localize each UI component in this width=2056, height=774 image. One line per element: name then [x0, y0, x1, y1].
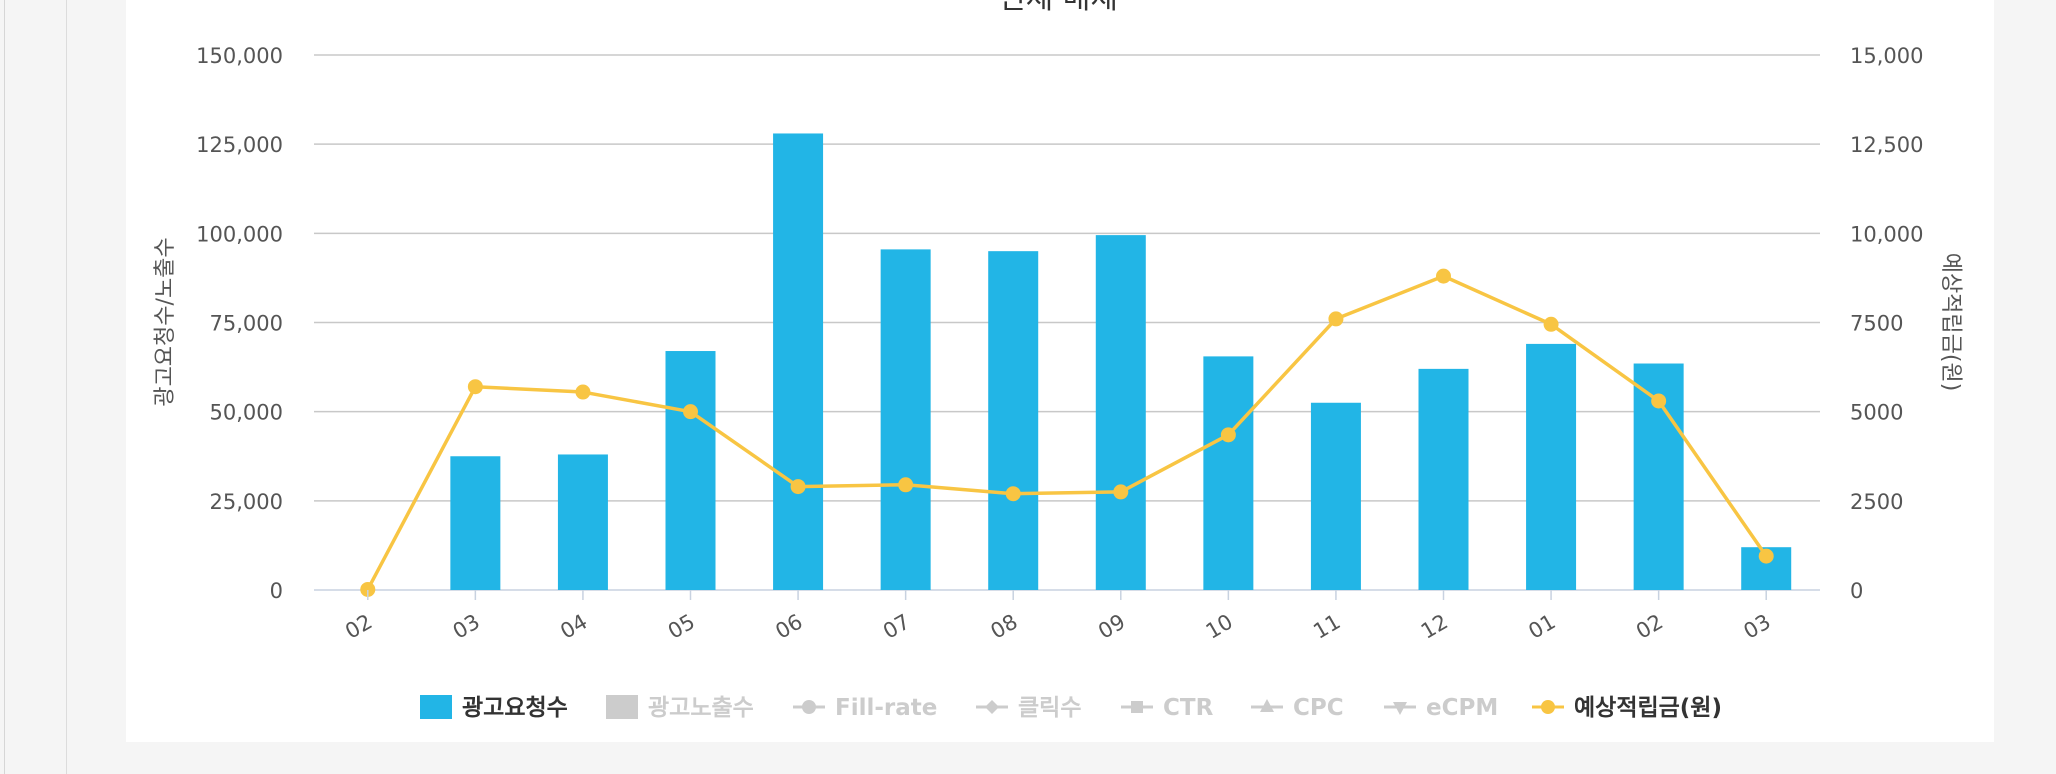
line-point[interactable] — [898, 477, 914, 493]
legend-marker — [802, 700, 816, 714]
line-point[interactable] — [1328, 311, 1344, 327]
line-layer — [360, 268, 1774, 597]
bar[interactable] — [988, 251, 1039, 590]
legend-marker — [1131, 701, 1143, 713]
legend-item[interactable]: eCPM — [1384, 695, 1498, 721]
legend-swatch — [420, 695, 452, 719]
line-point[interactable] — [1543, 316, 1559, 332]
right-axis-label: 예상적립금(원) — [1938, 253, 1963, 392]
x-tick-label: 01 — [1524, 610, 1559, 644]
left-tick-label: 50,000 — [210, 401, 283, 425]
x-tick-label: 04 — [556, 610, 591, 644]
line-point[interactable] — [360, 581, 376, 597]
legend: 광고요청수 광고노출수 Fill-rate 클릭수 CTR CPC eCPM 예상적립금(원) — [420, 695, 1722, 721]
outer-border — [4, 0, 5, 774]
x-tick-label: 02 — [341, 610, 376, 644]
left-tick-label: 0 — [270, 579, 283, 603]
line-point[interactable] — [1651, 393, 1667, 409]
legend-label: CTR — [1163, 695, 1214, 721]
x-tick-label: 12 — [1417, 610, 1452, 644]
right-tick-label: 12,500 — [1850, 133, 1923, 157]
line-point[interactable] — [575, 384, 591, 400]
legend-label: 광고요청수 — [462, 695, 568, 721]
x-tick-label: 02 — [1632, 610, 1667, 644]
line-point[interactable] — [1113, 484, 1129, 500]
line-point[interactable] — [1005, 486, 1021, 502]
grid-layer — [314, 54, 1820, 591]
line-point[interactable] — [467, 379, 483, 395]
x-tick-label: 03 — [1740, 610, 1775, 644]
legend-marker — [1541, 700, 1555, 714]
bar-layer — [450, 133, 1792, 590]
legend-item[interactable]: 예상적립금(원) — [1532, 695, 1722, 721]
legend-label: CPC — [1293, 695, 1344, 721]
bar[interactable] — [665, 351, 716, 590]
line-point[interactable] — [790, 479, 806, 495]
legend-label: 예상적립금(원) — [1574, 695, 1722, 721]
legend-marker — [1393, 702, 1407, 715]
series-line — [366, 274, 1768, 591]
x-tick-label: 06 — [771, 610, 806, 644]
right-tick-label: 0 — [1850, 579, 1863, 603]
x-tick-label: 09 — [1094, 610, 1129, 644]
bar[interactable] — [1526, 343, 1577, 590]
right-tick-label: 10,000 — [1850, 222, 1923, 246]
inner-border — [66, 0, 67, 774]
line-point[interactable] — [1220, 427, 1236, 443]
left-axis-label: 광고요청수/노출수 — [153, 237, 178, 406]
legend-swatch — [606, 695, 638, 719]
legend-item[interactable]: CTR — [1121, 695, 1214, 721]
line-point[interactable] — [683, 404, 698, 420]
bar[interactable] — [773, 133, 824, 590]
legend-item[interactable]: 클릭수 — [976, 695, 1081, 721]
bar[interactable] — [1095, 235, 1146, 590]
right-tick-label: 5000 — [1850, 401, 1903, 425]
left-tick-label: 75,000 — [210, 312, 283, 336]
x-tick-label: 11 — [1309, 610, 1344, 644]
x-tick-label: 10 — [1202, 610, 1237, 644]
x-tick-label: 08 — [987, 610, 1022, 644]
right-tick-label: 7500 — [1850, 312, 1903, 336]
bar[interactable] — [557, 454, 608, 590]
legend-label: 광고노출수 — [648, 695, 754, 721]
bar[interactable] — [880, 249, 931, 590]
left-tick-label: 25,000 — [210, 490, 283, 514]
x-tick-label: 03 — [449, 610, 484, 644]
right-tick-label: 2500 — [1850, 490, 1903, 514]
legend-label: 클릭수 — [1018, 695, 1081, 721]
legend-item[interactable]: 광고요청수 — [420, 695, 568, 721]
x-tick-label: 07 — [879, 610, 914, 644]
legend-item[interactable]: 광고노출수 — [606, 695, 754, 721]
legend-item[interactable]: Fill-rate — [793, 695, 937, 721]
left-tick-label: 100,000 — [196, 222, 283, 246]
line-point[interactable] — [1758, 548, 1774, 564]
x-tick-label: 05 — [664, 610, 699, 644]
left-tick-label: 125,000 — [196, 133, 283, 157]
bar[interactable] — [1418, 368, 1469, 590]
legend-label: Fill-rate — [835, 695, 937, 721]
bar[interactable] — [450, 456, 501, 590]
legend-marker — [985, 700, 999, 714]
line-point[interactable] — [1436, 268, 1451, 284]
left-tick-label: 150,000 — [196, 44, 283, 68]
legend-marker — [1260, 699, 1274, 712]
bar[interactable] — [1203, 356, 1254, 590]
chart-title: 전체 매체 — [998, 0, 1118, 16]
bar[interactable] — [1310, 402, 1361, 590]
legend-item[interactable]: CPC — [1251, 695, 1344, 721]
legend-label: eCPM — [1426, 695, 1498, 721]
right-tick-label: 15,000 — [1850, 44, 1923, 68]
